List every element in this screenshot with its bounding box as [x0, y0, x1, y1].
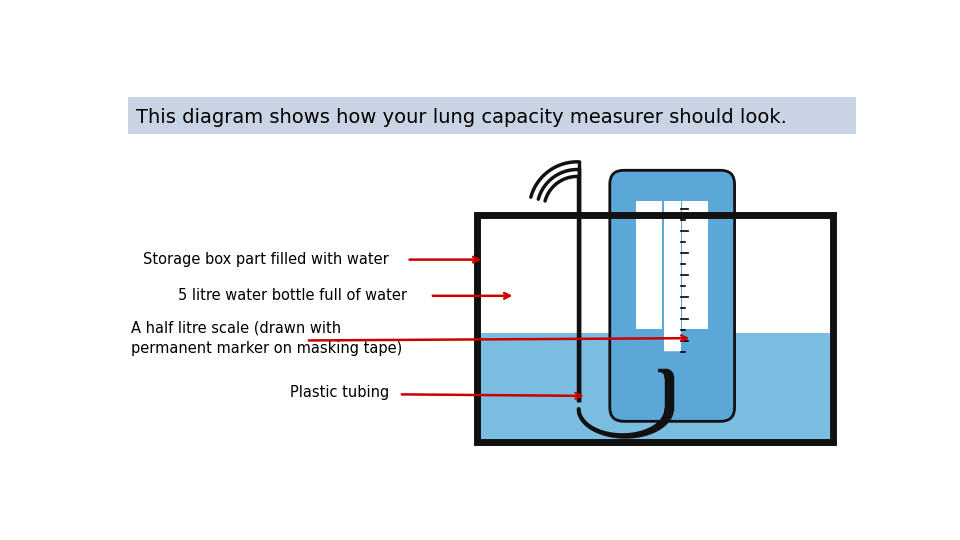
Bar: [480, 333, 829, 439]
Text: This diagram shows how your lung capacity measurer should look.: This diagram shows how your lung capacit…: [135, 107, 786, 127]
Bar: [476, 215, 833, 442]
Text: Plastic tubing: Plastic tubing: [291, 384, 390, 400]
Text: Storage box part filled with water: Storage box part filled with water: [143, 252, 389, 267]
Bar: [663, 201, 681, 390]
Text: 5 litre water bottle full of water: 5 litre water bottle full of water: [179, 288, 407, 303]
Bar: [476, 215, 833, 442]
FancyBboxPatch shape: [630, 351, 714, 410]
Text: A half litre scale (drawn with
permanent marker on masking tape): A half litre scale (drawn with permanent…: [131, 321, 402, 355]
Bar: [128, 97, 856, 134]
Bar: [636, 329, 662, 394]
Bar: [683, 329, 708, 394]
FancyBboxPatch shape: [610, 170, 734, 421]
Bar: [683, 201, 708, 390]
Bar: [636, 201, 662, 390]
